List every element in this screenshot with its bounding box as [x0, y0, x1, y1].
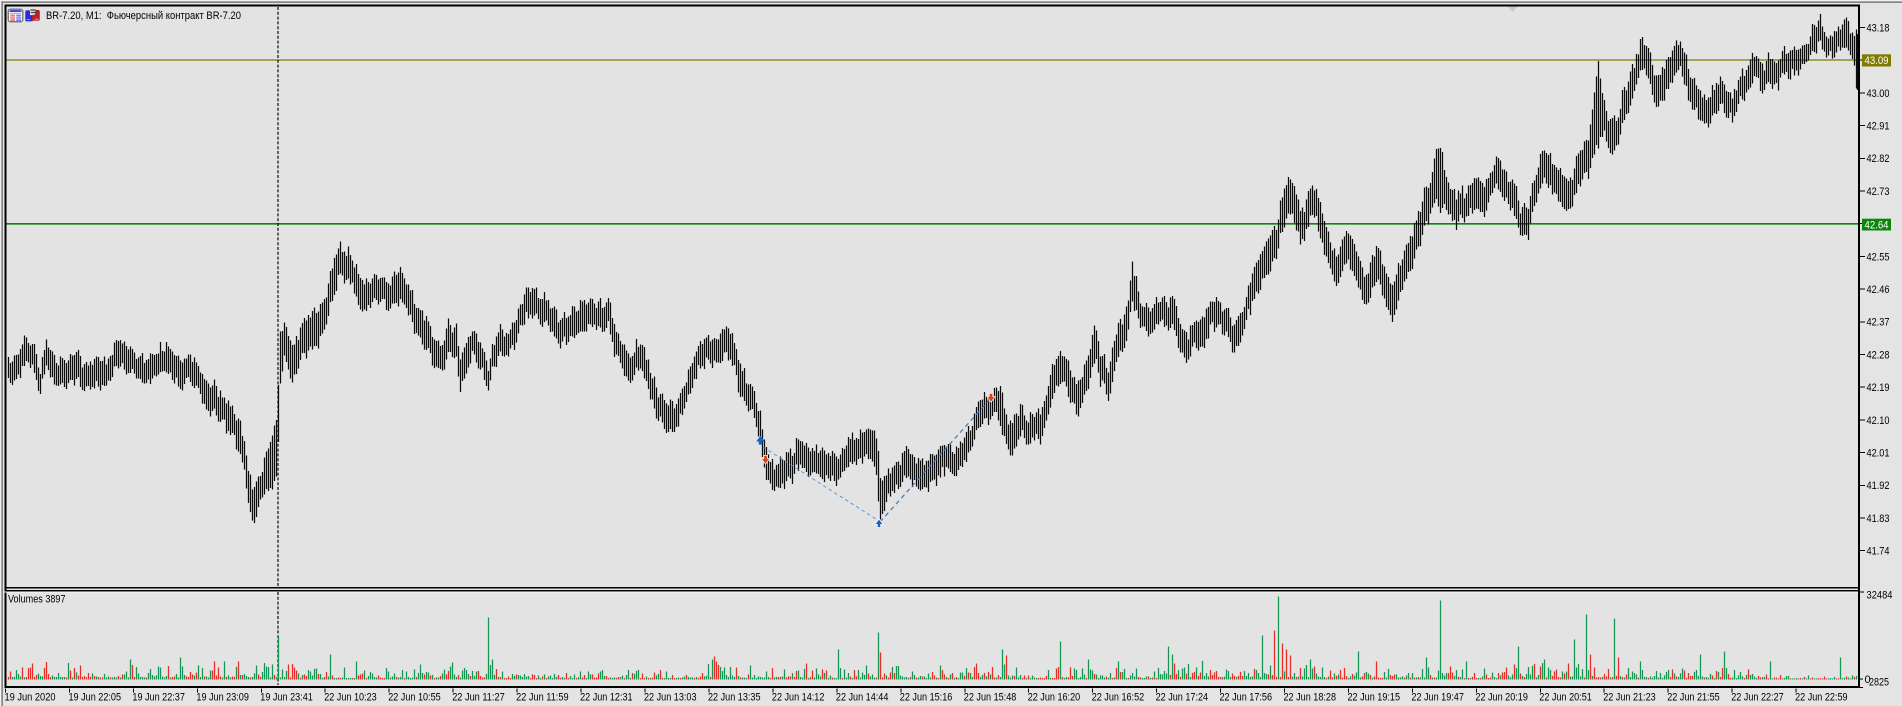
svg-text:42.01: 42.01 — [1867, 448, 1890, 460]
svg-text:22 Jun 12:31: 22 Jun 12:31 — [580, 692, 633, 704]
svg-text:43.18: 43.18 — [1867, 22, 1890, 34]
svg-text:43.09: 43.09 — [1865, 55, 1889, 67]
svg-text:22 Jun 19:47: 22 Jun 19:47 — [1411, 692, 1464, 704]
svg-text:22 Jun 14:12: 22 Jun 14:12 — [772, 692, 825, 704]
svg-text:41.74: 41.74 — [1867, 546, 1890, 558]
svg-text:22 Jun 21:23: 22 Jun 21:23 — [1603, 692, 1656, 704]
svg-text:Volumes 3897: Volumes 3897 — [8, 594, 66, 606]
svg-text:42.28: 42.28 — [1867, 349, 1890, 361]
svg-text:22 Jun 20:51: 22 Jun 20:51 — [1539, 692, 1592, 704]
svg-text:41.92: 41.92 — [1867, 480, 1890, 492]
svg-text:22 Jun 22:59: 22 Jun 22:59 — [1795, 692, 1848, 704]
svg-text:19 Jun 23:41: 19 Jun 23:41 — [260, 692, 313, 704]
svg-text:22 Jun 11:27: 22 Jun 11:27 — [452, 692, 505, 704]
svg-text:22 Jun 15:48: 22 Jun 15:48 — [964, 692, 1017, 704]
svg-text:22 Jun 19:15: 22 Jun 19:15 — [1348, 692, 1401, 704]
svg-text:19 Jun 2020: 19 Jun 2020 — [5, 692, 56, 704]
svg-text:42.82: 42.82 — [1867, 153, 1890, 165]
svg-text:32484: 32484 — [1867, 590, 1893, 602]
svg-text:22 Jun 22:27: 22 Jun 22:27 — [1731, 692, 1784, 704]
svg-text:22 Jun 17:56: 22 Jun 17:56 — [1220, 692, 1273, 704]
svg-text:22 Jun 16:52: 22 Jun 16:52 — [1092, 692, 1145, 704]
svg-text:41.83: 41.83 — [1867, 513, 1890, 525]
svg-text:22 Jun 10:23: 22 Jun 10:23 — [324, 692, 377, 704]
svg-text:22 Jun 18:28: 22 Jun 18:28 — [1284, 692, 1337, 704]
svg-text:22 Jun 14:44: 22 Jun 14:44 — [836, 692, 889, 704]
svg-text:0: 0 — [1865, 674, 1871, 686]
svg-text:BR-7.20, M1: Фьючерсный контр: BR-7.20, M1: Фьючерсный контракт BR-7.20 — [46, 10, 241, 22]
svg-text:42.55: 42.55 — [1867, 251, 1890, 263]
svg-text:22 Jun 16:20: 22 Jun 16:20 — [1028, 692, 1081, 704]
svg-text:19 Jun 22:05: 19 Jun 22:05 — [69, 692, 122, 704]
svg-text:42.73: 42.73 — [1867, 186, 1890, 198]
svg-text:43.00: 43.00 — [1867, 88, 1890, 100]
svg-text:22 Jun 15:16: 22 Jun 15:16 — [900, 692, 953, 704]
svg-text:19 Jun 23:09: 19 Jun 23:09 — [196, 692, 249, 704]
svg-text:22 Jun 10:55: 22 Jun 10:55 — [388, 692, 441, 704]
svg-text:2825: 2825 — [1869, 677, 1889, 689]
svg-text:42.91: 42.91 — [1867, 121, 1890, 133]
svg-text:42.19: 42.19 — [1867, 382, 1890, 394]
svg-text:42.46: 42.46 — [1867, 284, 1890, 296]
svg-text:22 Jun 17:24: 22 Jun 17:24 — [1156, 692, 1209, 704]
svg-text:42.64: 42.64 — [1865, 219, 1889, 231]
svg-text:22 Jun 21:55: 22 Jun 21:55 — [1667, 692, 1720, 704]
svg-text:22 Jun 11:59: 22 Jun 11:59 — [516, 692, 569, 704]
svg-text:22 Jun 13:35: 22 Jun 13:35 — [708, 692, 761, 704]
svg-text:42.10: 42.10 — [1867, 415, 1890, 427]
svg-text:22 Jun 20:19: 22 Jun 20:19 — [1475, 692, 1528, 704]
svg-text:42.37: 42.37 — [1867, 317, 1890, 329]
svg-text:22 Jun 13:03: 22 Jun 13:03 — [644, 692, 697, 704]
svg-text:19 Jun 22:37: 19 Jun 22:37 — [132, 692, 185, 704]
